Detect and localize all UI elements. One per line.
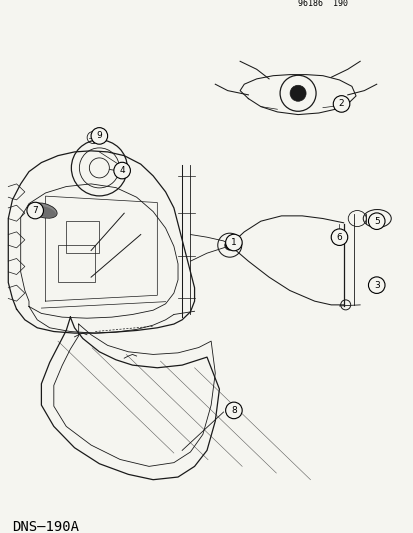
Circle shape [330, 229, 347, 246]
Circle shape [114, 162, 130, 179]
Bar [58, 245, 95, 282]
Circle shape [368, 277, 384, 294]
Text: 4: 4 [119, 166, 125, 175]
Text: 9: 9 [96, 132, 102, 140]
Text: DNS–190A: DNS–190A [12, 520, 79, 533]
Circle shape [224, 240, 234, 250]
Text: 3: 3 [373, 281, 379, 289]
Bar [66, 221, 99, 253]
Circle shape [332, 95, 349, 112]
Text: 8: 8 [230, 406, 236, 415]
Text: 6: 6 [336, 233, 342, 241]
Circle shape [27, 202, 43, 219]
Ellipse shape [33, 206, 56, 217]
Text: 96186  190: 96186 190 [297, 0, 347, 8]
Circle shape [225, 402, 242, 419]
Circle shape [225, 234, 242, 251]
Text: 2: 2 [338, 100, 344, 108]
Text: 1: 1 [230, 238, 236, 247]
Ellipse shape [30, 203, 57, 218]
Circle shape [290, 85, 305, 101]
Circle shape [368, 213, 384, 230]
Circle shape [91, 127, 107, 144]
Text: 5: 5 [373, 217, 379, 225]
Text: 7: 7 [32, 206, 38, 215]
